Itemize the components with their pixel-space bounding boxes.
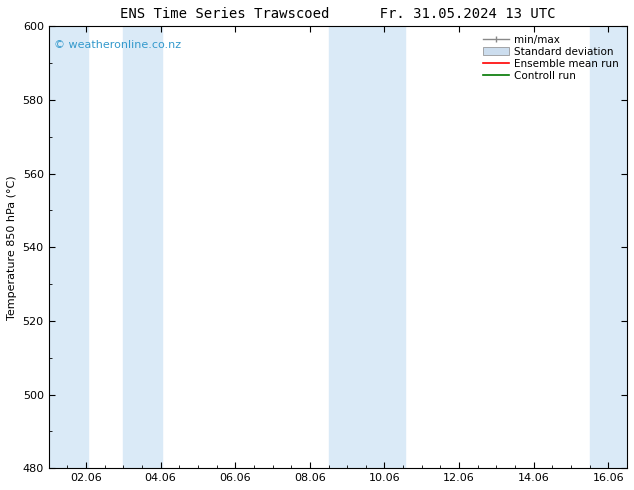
- Legend: min/max, Standard deviation, Ensemble mean run, Controll run: min/max, Standard deviation, Ensemble me…: [479, 31, 622, 84]
- Title: ENS Time Series Trawscoed      Fr. 31.05.2024 13 UTC: ENS Time Series Trawscoed Fr. 31.05.2024…: [120, 7, 555, 21]
- Y-axis label: Temperature 850 hPa (°C): Temperature 850 hPa (°C): [7, 175, 17, 319]
- Bar: [328, 26, 405, 468]
- Bar: [590, 26, 627, 468]
- Text: © weatheronline.co.nz: © weatheronline.co.nz: [55, 40, 181, 49]
- Bar: [49, 26, 87, 468]
- Bar: [123, 26, 162, 468]
